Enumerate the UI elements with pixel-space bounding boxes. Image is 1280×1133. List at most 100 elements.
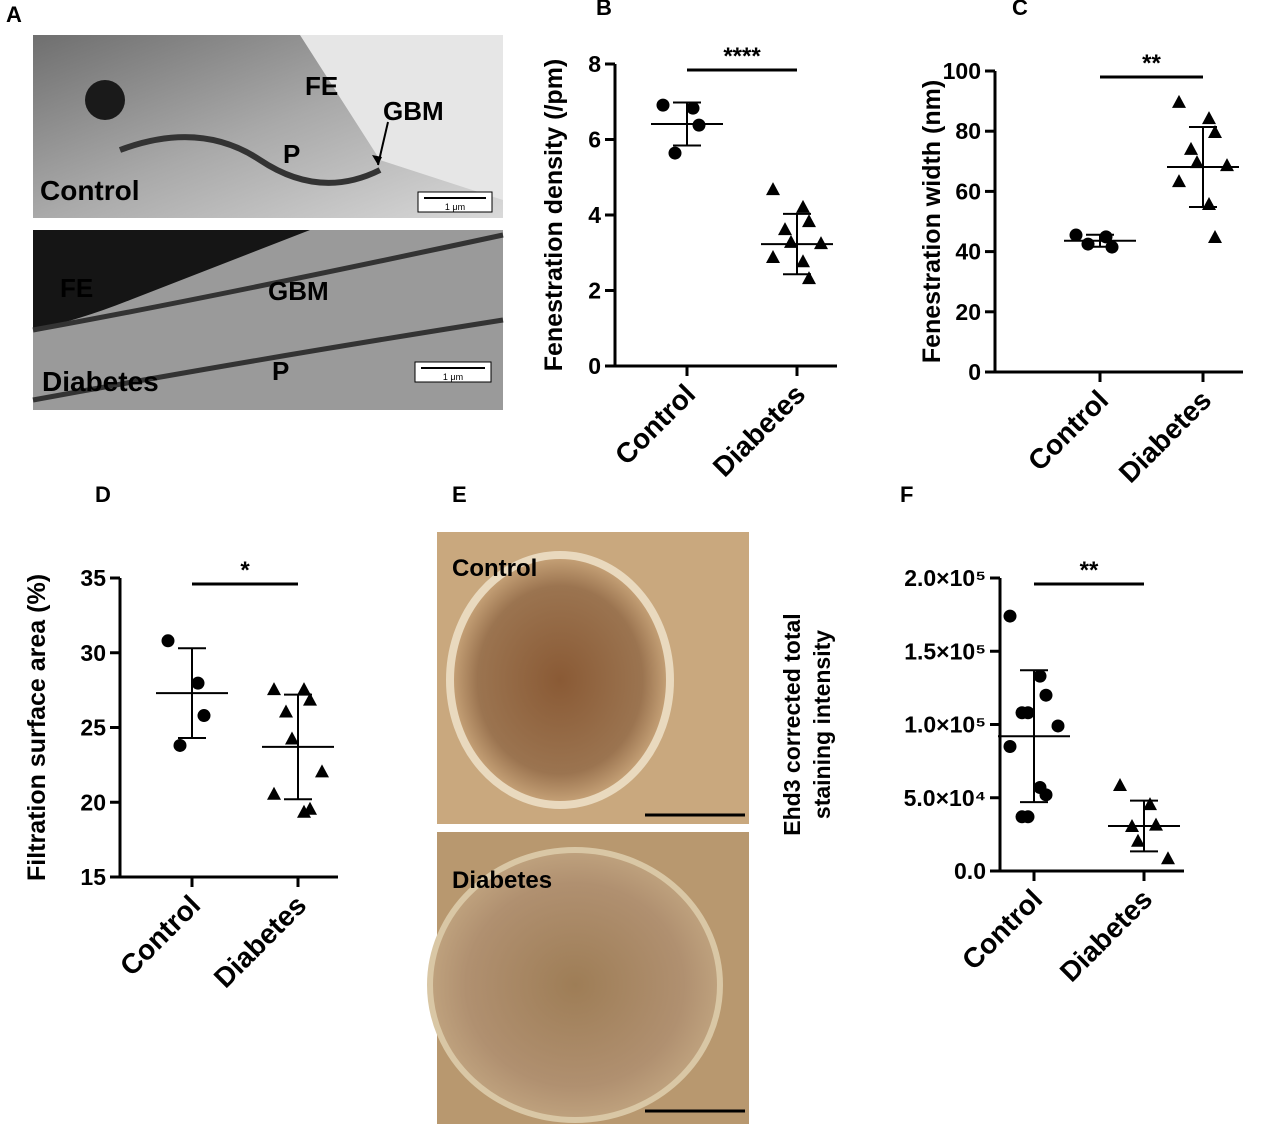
group-label: Diabetes: [452, 867, 552, 894]
significance-label: *: [240, 557, 250, 584]
x-tick-label: Control: [956, 883, 1048, 975]
y-tick-label: 30: [80, 640, 106, 666]
data-point: [1003, 739, 1017, 753]
data-point: [692, 118, 706, 132]
data-point: [1081, 237, 1095, 251]
data-point: [784, 234, 798, 248]
y-tick-label: 2.0×10⁵: [904, 565, 986, 591]
data-point: [267, 682, 281, 696]
y-tick-label: 4: [588, 202, 601, 228]
data-point: [1143, 797, 1157, 811]
data-point: [668, 146, 682, 160]
data-point: [173, 738, 187, 752]
y-tick-label: 40: [955, 239, 981, 265]
scale-label: 1 μm: [443, 372, 463, 382]
data-point: [267, 786, 281, 800]
group-label: Control: [40, 175, 140, 206]
data-point: [1172, 174, 1186, 188]
label: GBM: [268, 276, 329, 306]
panel-letter: E: [452, 482, 467, 507]
data-point: [1051, 719, 1065, 733]
data-point: [1190, 155, 1204, 169]
data-point: [285, 731, 299, 745]
data-point: [1184, 141, 1198, 155]
data-point: [766, 182, 780, 196]
data-point: [814, 236, 828, 250]
data-point: [303, 692, 317, 706]
panel-letter: A: [6, 2, 22, 27]
y-tick-label: 20: [80, 789, 106, 815]
significance-label: ****: [723, 43, 761, 70]
y-tick-label: 20: [955, 299, 981, 325]
data-point: [1149, 817, 1163, 831]
data-point: [1069, 228, 1083, 242]
y-axis-label: Fenestration density (/pm): [540, 59, 568, 372]
data-point: [1021, 810, 1035, 824]
x-tick-label: Control: [1022, 384, 1114, 476]
data-point: [1113, 778, 1127, 792]
data-point: [1220, 158, 1234, 172]
data-point: [161, 634, 175, 648]
data-point: [1161, 851, 1175, 865]
y-axis-label: staining intensity: [809, 630, 835, 819]
y-tick-label: 1.5×10⁵: [904, 638, 986, 664]
x-tick-label: Diabetes: [1054, 883, 1158, 987]
significance-label: **: [1142, 50, 1161, 77]
y-tick-label: 0: [588, 353, 601, 379]
y-axis-label: Filtration surface area (%): [23, 574, 51, 881]
tem-control: FE GBM P Control 1 μm: [33, 35, 503, 218]
panel-letter: C: [1012, 0, 1028, 20]
data-point: [1021, 706, 1035, 720]
label: FE: [60, 273, 93, 303]
label: GBM: [383, 96, 444, 126]
label: FE: [305, 71, 338, 101]
data-point: [197, 709, 211, 723]
y-axis-label: Ehd3 corrected total: [779, 613, 805, 835]
histology-control: Control: [437, 532, 749, 824]
x-tick-label: Diabetes: [208, 889, 312, 993]
x-tick-label: Diabetes: [1113, 384, 1217, 488]
y-tick-label: 35: [80, 565, 106, 591]
data-point: [1033, 669, 1047, 683]
data-point: [802, 271, 816, 285]
x-tick-label: Diabetes: [707, 378, 811, 482]
data-point: [1208, 125, 1222, 139]
group-label: Control: [452, 555, 537, 582]
label: P: [272, 356, 289, 386]
y-tick-label: 1.0×10⁵: [904, 712, 986, 738]
data-point: [686, 101, 700, 115]
data-point: [1202, 111, 1216, 125]
data-point: [802, 214, 816, 228]
y-tick-label: 15: [80, 864, 106, 890]
y-tick-label: 0.0: [954, 858, 986, 884]
histology-diabetes: Diabetes: [427, 832, 749, 1124]
data-point: [279, 704, 293, 718]
data-point: [1039, 788, 1053, 802]
data-point: [1208, 230, 1222, 244]
data-point: [796, 199, 810, 213]
y-tick-label: 60: [955, 178, 981, 204]
data-point: [1172, 94, 1186, 108]
x-tick-label: Control: [609, 378, 701, 470]
data-point: [303, 801, 317, 815]
chart: F Ehd3 corrected total staining intensity 0…: [779, 482, 1184, 988]
data-point: [1131, 833, 1145, 847]
data-point: [656, 98, 670, 112]
panel-letter: D: [95, 482, 111, 507]
data-point: [315, 764, 329, 778]
x-tick-label: Control: [114, 889, 206, 981]
y-tick-label: 0: [968, 359, 981, 385]
data-point: [796, 254, 810, 268]
y-tick-label: 6: [588, 127, 601, 153]
data-point: [1039, 688, 1053, 702]
significance-label: **: [1080, 557, 1099, 584]
y-tick-label: 2: [588, 278, 601, 304]
chart: D Filtration surface area (%) 15 20 25 30 35 Co…: [23, 482, 338, 994]
label: P: [283, 139, 300, 169]
data-point: [778, 222, 792, 236]
panel-letter: F: [900, 482, 913, 507]
data-point: [297, 682, 311, 696]
panel-letter: B: [596, 0, 612, 20]
chart: B Fenestration density (/pm) 0 2 4 6 8 Control D…: [540, 0, 837, 483]
